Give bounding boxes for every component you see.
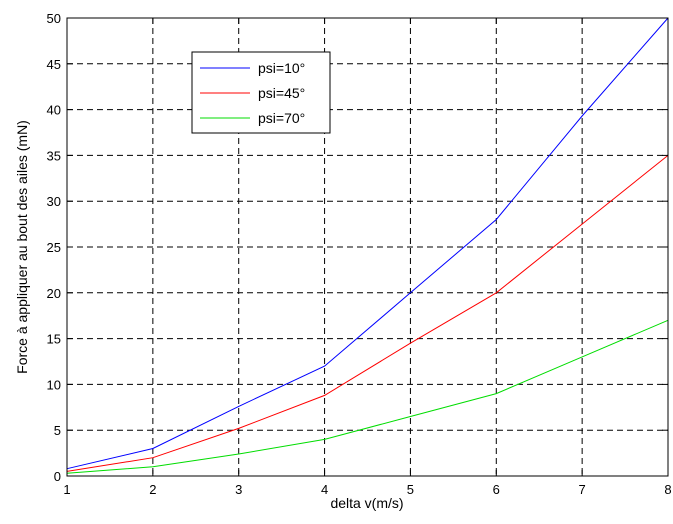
y-tick-label: 40	[47, 103, 61, 118]
y-tick-labels: 0 5 10 15 20 25 30 35 40 45 50	[47, 11, 61, 484]
y-tick-label: 0	[54, 469, 61, 484]
x-tick-label: 7	[579, 482, 586, 497]
x-tick-label: 4	[321, 482, 328, 497]
series-line	[66, 319, 669, 474]
x-tick-label: 5	[407, 482, 414, 497]
y-tick-label: 20	[47, 286, 61, 301]
y-tick-label: 10	[47, 377, 61, 392]
x-axis-label: delta v(m/s)	[330, 495, 403, 511]
grid	[67, 18, 668, 476]
series-line	[66, 17, 669, 470]
legend-label: psi=70°	[258, 110, 305, 126]
x-tick-labels: 1 2 3 4 5 6 7 8	[63, 482, 671, 497]
ticks	[66, 17, 669, 477]
y-tick-label: 5	[54, 423, 61, 438]
legend-label: psi=10°	[258, 60, 305, 76]
legend-label: psi=45°	[258, 85, 305, 101]
series-line	[66, 155, 669, 472]
y-tick-label: 25	[47, 240, 61, 255]
y-tick-label: 30	[47, 194, 61, 209]
y-tick-label: 15	[47, 332, 61, 347]
x-tick-label: 3	[235, 482, 242, 497]
y-axis-label: Force à appliquer au bout des ailes (mN)	[14, 120, 30, 374]
series-layer	[66, 17, 669, 474]
x-tick-label: 8	[664, 482, 671, 497]
y-tick-label: 35	[47, 148, 61, 163]
x-tick-label: 6	[493, 482, 500, 497]
x-tick-label: 2	[149, 482, 156, 497]
y-tick-label: 50	[47, 11, 61, 26]
y-tick-label: 45	[47, 57, 61, 72]
x-tick-label: 1	[63, 482, 70, 497]
legend: psi=10° psi=45° psi=70°	[191, 51, 331, 134]
